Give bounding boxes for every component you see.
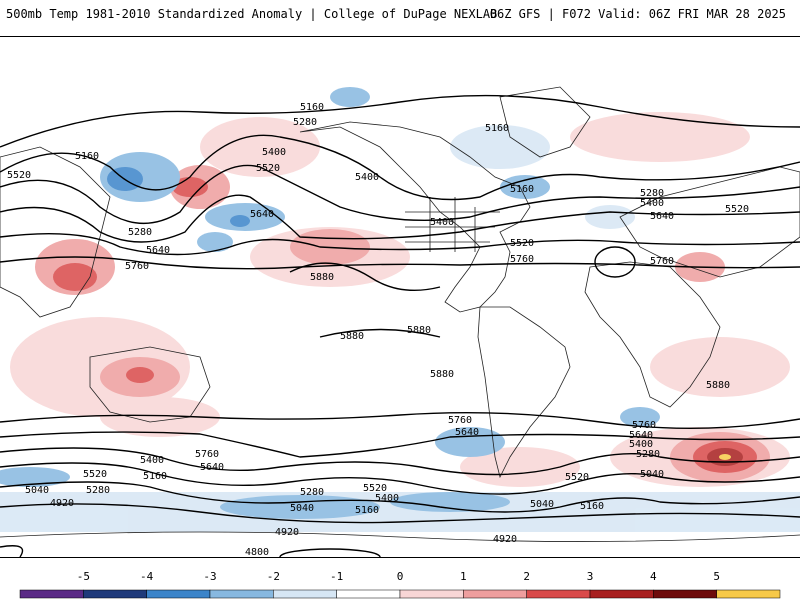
svg-text:5400: 5400	[140, 455, 164, 466]
svg-text:4920: 4920	[50, 498, 74, 509]
svg-text:5400: 5400	[430, 217, 454, 228]
anomaly-map[interactable]: 5160 5280 5160 5520 5400 5520 5400 5640 …	[0, 37, 800, 558]
svg-text:5520: 5520	[83, 469, 107, 480]
height-contours	[0, 94, 800, 557]
svg-text:5040: 5040	[25, 485, 49, 496]
svg-text:5760: 5760	[125, 261, 149, 272]
svg-text:5160: 5160	[75, 151, 99, 162]
svg-text:5640: 5640	[250, 209, 274, 220]
svg-text:5520: 5520	[363, 483, 387, 494]
svg-text:5160: 5160	[355, 505, 379, 516]
svg-text:5520: 5520	[565, 472, 589, 483]
colorbar-tick-label: -3	[203, 570, 217, 583]
colorbar-tick-label: 3	[586, 570, 594, 583]
colorbar-segment	[589, 589, 654, 599]
colorbar-segment	[653, 589, 717, 599]
colorbar-tick-label: -2	[266, 570, 280, 583]
colorbar-segment	[19, 589, 84, 599]
svg-text:4800: 4800	[378, 556, 402, 558]
svg-text:5760: 5760	[448, 415, 472, 426]
svg-text:5160: 5160	[485, 123, 509, 134]
contour-labels: 5160 5280 5160 5520 5400 5520 5400 5640 …	[7, 102, 749, 558]
colorbar-tick-label: 0	[396, 570, 404, 583]
svg-text:5280: 5280	[640, 188, 664, 199]
colorbar-tick-label: 1	[460, 570, 467, 583]
svg-text:5040: 5040	[290, 503, 314, 514]
svg-text:5280: 5280	[128, 227, 152, 238]
colorbar-segments	[19, 589, 781, 599]
header: 500mb Temp 1981-2010 Standardized Anomal…	[0, 0, 800, 30]
colorbar-segment	[526, 589, 591, 599]
colorbar-segment	[146, 589, 211, 599]
svg-text:5280: 5280	[300, 487, 324, 498]
map-panel[interactable]: 5160 5280 5160 5520 5400 5520 5400 5640 …	[0, 36, 800, 558]
anomaly-shading	[0, 87, 800, 532]
svg-text:5040: 5040	[530, 499, 554, 510]
coastlines	[0, 86, 800, 542]
svg-text:5760: 5760	[510, 254, 534, 265]
svg-text:5520: 5520	[7, 170, 31, 181]
colorbar-segment	[716, 589, 781, 599]
colorbar-tick-label: 5	[713, 570, 720, 583]
svg-text:5040: 5040	[640, 469, 664, 480]
svg-text:5880: 5880	[340, 331, 364, 342]
colorbar-segment	[399, 589, 464, 599]
svg-text:5640: 5640	[200, 462, 224, 473]
svg-text:5520: 5520	[510, 238, 534, 249]
svg-text:5520: 5520	[256, 163, 280, 174]
colorbar-tick-label: -4	[140, 570, 154, 583]
svg-text:5280: 5280	[86, 485, 110, 496]
svg-text:5760: 5760	[195, 449, 219, 460]
svg-text:5640: 5640	[146, 245, 170, 256]
colorbar-tick-label: -1	[330, 570, 344, 583]
svg-text:5160: 5160	[510, 184, 534, 195]
colorbar-segment	[209, 589, 274, 599]
colorbar-tick-label: 2	[523, 570, 530, 583]
svg-text:5280: 5280	[293, 117, 317, 128]
svg-text:4920: 4920	[493, 534, 517, 545]
svg-text:5640: 5640	[629, 430, 653, 441]
svg-text:5400: 5400	[262, 147, 286, 158]
colorbar-tick-label: 4	[650, 570, 657, 583]
colorbar-tick-label: -5	[76, 570, 90, 583]
svg-text:5400: 5400	[375, 493, 399, 504]
colorbar-segment	[336, 589, 401, 599]
svg-text:5880: 5880	[310, 272, 334, 283]
svg-text:5400: 5400	[629, 439, 653, 450]
svg-text:5760: 5760	[650, 256, 674, 267]
map-title: 500mb Temp 1981-2010 Standardized Anomal…	[6, 7, 498, 21]
svg-text:5640: 5640	[455, 427, 479, 438]
colorbar-segment	[273, 589, 337, 599]
svg-text:5280: 5280	[636, 449, 660, 460]
svg-text:5880: 5880	[407, 325, 431, 336]
colorbar-segment	[83, 589, 147, 599]
colorbar: -5 -4 -3 -2 -1 0 1 2 3 4 5	[0, 568, 800, 600]
colorbar-segment	[463, 589, 527, 599]
svg-text:5880: 5880	[706, 380, 730, 391]
svg-text:5880: 5880	[430, 369, 454, 380]
colorbar-scale	[19, 589, 781, 599]
svg-text:4800: 4800	[245, 547, 269, 558]
svg-text:5160: 5160	[300, 102, 324, 113]
svg-text:5400: 5400	[355, 172, 379, 183]
svg-text:5160: 5160	[143, 471, 167, 482]
svg-text:5520: 5520	[725, 204, 749, 215]
svg-text:5160: 5160	[580, 501, 604, 512]
svg-text:5640: 5640	[650, 211, 674, 222]
svg-text:5760: 5760	[632, 420, 656, 431]
svg-text:4920: 4920	[275, 527, 299, 538]
svg-text:5400: 5400	[640, 198, 664, 209]
model-run-info: 06Z GFS | F072 Valid: 06Z FRI MAR 28 202…	[489, 7, 786, 21]
